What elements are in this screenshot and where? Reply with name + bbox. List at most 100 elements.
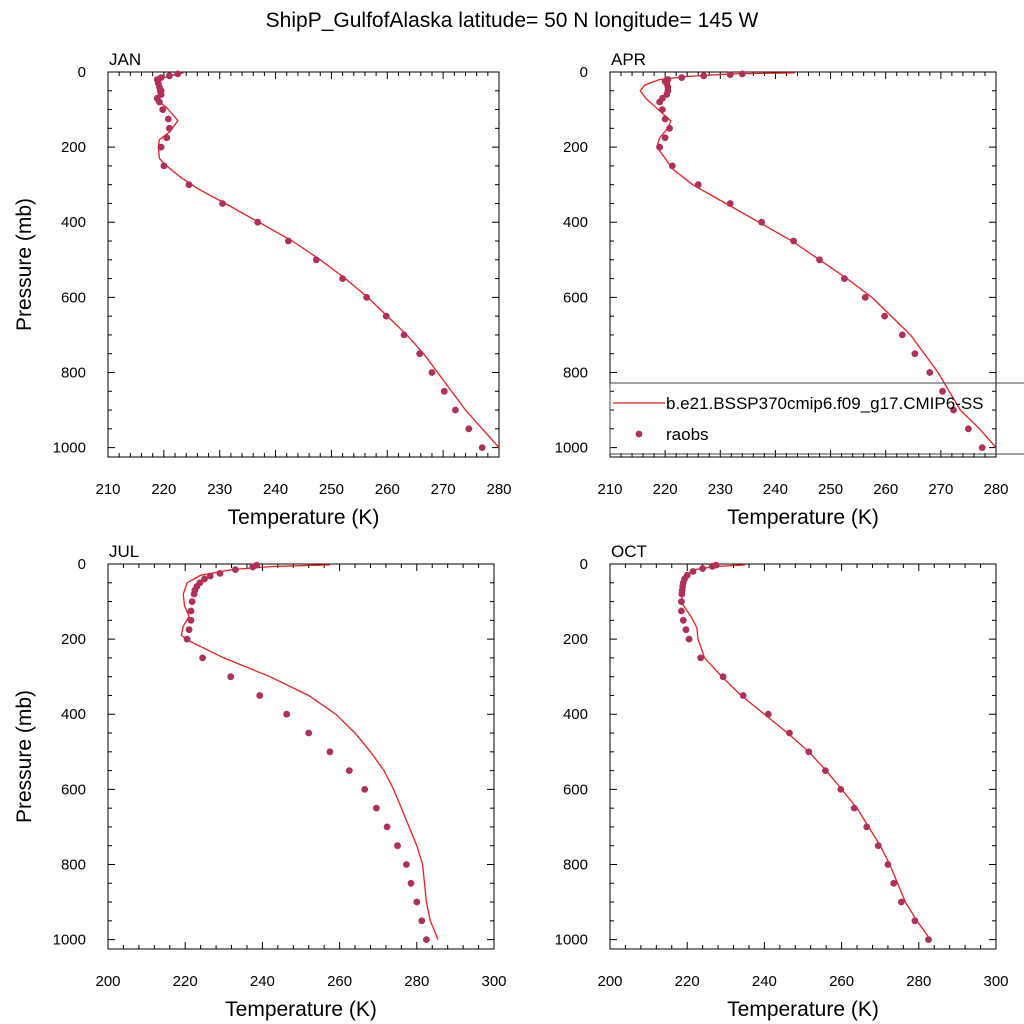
raobs-point [764,710,772,718]
y-tick-label: 600 [61,289,86,306]
raobs-point [383,823,391,831]
raobs-point [694,181,702,189]
raobs-point [758,218,765,226]
raobs-point [185,626,193,634]
y-tick-label: 600 [563,781,588,798]
x-tick-label: 300 [983,973,1008,990]
raobs-point [666,124,673,132]
raobs-point [661,115,669,123]
y-tick-label: 800 [61,364,86,381]
x-tick-label: 260 [327,973,352,990]
raobs-point [738,70,746,78]
raobs-point [884,861,892,868]
x-axis-label: Temperature (K) [727,998,879,1021]
x-tick-label: 260 [829,973,854,990]
raobs-point [465,425,473,433]
x-tick-label: 250 [319,481,344,498]
raobs-point [423,936,430,943]
raobs-point [700,72,708,80]
y-tick-label: 0 [580,64,588,81]
x-tick-label: 210 [95,481,120,498]
x-tick-label: 280 [983,481,1008,498]
raobs-point [786,729,793,737]
raobs-point [656,143,663,151]
raobs-point [659,106,666,113]
raobs-point [850,804,858,812]
raobs-point [978,444,986,451]
raobs-point [708,562,716,570]
raobs-point [157,143,165,151]
x-tick-label: 230 [207,481,232,498]
y-tick-label: 400 [563,214,588,231]
raobs-point [678,607,685,615]
x-tick-label: 220 [653,481,678,498]
model-profile-line [180,564,439,940]
x-tick-label: 250 [818,481,843,498]
raobs-point [719,673,727,681]
x-tick-label: 240 [250,973,275,990]
x-tick-label: 280 [906,973,931,990]
y-axis-label: Pressure (mb) [13,198,36,331]
x-tick-label: 240 [263,481,288,498]
plot-frame [107,563,495,950]
raobs-point [837,786,845,793]
raobs-point [312,256,320,264]
raobs-point [816,256,823,264]
plot-frame [609,71,997,458]
raobs-point [898,898,905,906]
raobs-point [174,70,182,78]
raobs-point [822,767,829,774]
panel-oct: 200 220 240 260 280 300 0 200 400 600 800 1000 OCT Te… [555,542,1009,1021]
y-tick-label: 600 [61,781,86,798]
raobs-point [394,842,401,850]
raobs-point [339,275,346,282]
raobs-point [890,879,898,887]
raobs-point [166,72,173,80]
raobs-point [699,565,706,572]
y-tick-label: 200 [563,139,588,156]
y-tick-label: 0 [78,64,86,81]
y-tick-label: 1000 [53,932,86,949]
raobs-point [478,444,486,451]
x-tick-label: 220 [173,973,198,990]
raobs-point [163,134,171,142]
panel-label: JUL [109,542,139,561]
raobs-point [160,162,168,170]
y-tick-label: 200 [61,139,86,156]
legend-marker-sample [635,430,643,438]
x-tick-label: 280 [404,973,429,990]
raobs-point [790,237,797,245]
raobs-point [232,566,239,573]
panel-apr: 210 220 230 240 250 260 270 280 0 200 400 600 800 100… [555,50,1009,529]
raobs-point [183,635,191,643]
raobs-point [413,898,421,906]
x-tick-label: 270 [431,481,456,498]
raobs-point [678,598,685,605]
raobs-point [188,598,196,605]
panel-jul: 200 220 240 260 280 300 0 200 400 600 800 1000 JUL Te… [13,542,507,1021]
x-tick-label: 230 [708,481,733,498]
raobs-point [939,387,946,395]
y-tick-label: 1000 [555,932,588,949]
raobs-point [156,98,163,106]
x-axis-label: Temperature (K) [228,506,380,529]
raobs-point [403,861,410,868]
x-tick-label: 240 [752,973,777,990]
raobs-point [166,124,173,132]
x-tick-label: 210 [597,481,622,498]
x-tick-label: 200 [95,973,120,990]
x-tick-label: 280 [486,481,511,498]
raobs-point [440,387,448,395]
raobs-point [361,786,369,793]
raobs-point [326,748,334,756]
y-tick-label: 200 [61,631,86,648]
raobs-point [668,162,676,170]
model-profile-line [639,72,997,449]
raobs-point [187,616,195,624]
raobs-point [382,312,390,320]
raobs-point [898,331,906,339]
raobs-point [861,294,869,301]
raobs-point [254,218,262,226]
raobs-point [418,917,426,925]
